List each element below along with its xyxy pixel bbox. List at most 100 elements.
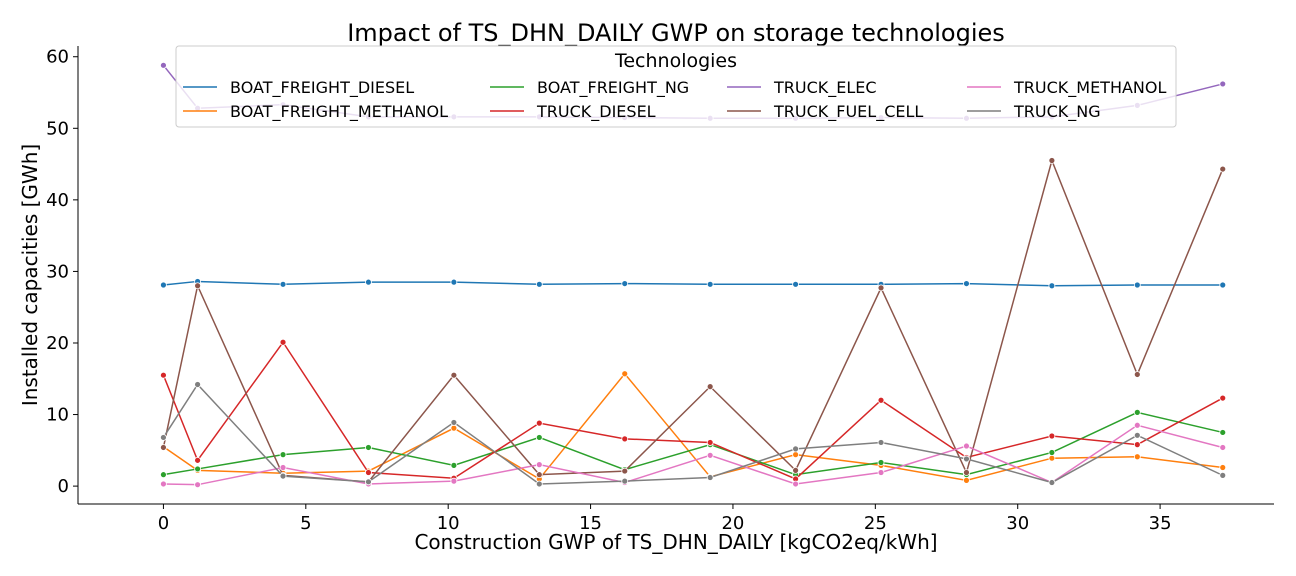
- series-truck-methanol: [160, 421, 1227, 489]
- data-point: [621, 435, 629, 443]
- data-point: [877, 396, 885, 404]
- data-point: [279, 464, 287, 471]
- data-point: [706, 439, 714, 446]
- data-point: [1048, 454, 1056, 462]
- data-point: [535, 419, 543, 427]
- legend-label: BOAT_FREIGHT_METHANOL: [230, 102, 448, 122]
- data-point: [1048, 479, 1056, 486]
- x-tick-label: 20: [721, 513, 744, 534]
- legend-label: TRUCK_METHANOL: [1013, 78, 1166, 98]
- data-point: [706, 474, 714, 481]
- data-point: [194, 456, 202, 464]
- data-point: [160, 434, 167, 441]
- data-point: [1219, 471, 1227, 479]
- legend-items: BOAT_FREIGHT_DIESEL BOAT_FREIGHT_METHANOL…: [183, 78, 1166, 122]
- data-point: [877, 439, 885, 446]
- data-point: [1219, 464, 1227, 471]
- y-tick-label: 30: [46, 261, 69, 282]
- data-point: [877, 284, 885, 292]
- data-point: [963, 280, 970, 287]
- y-tick-label: 10: [46, 405, 69, 426]
- data-point: [450, 278, 458, 286]
- legend-item: BOAT_FREIGHT_METHANOL: [183, 102, 448, 122]
- x-tick-label: 5: [300, 513, 311, 534]
- data-point: [963, 476, 970, 484]
- y-axis-label: Installed capacities [GWh]: [18, 144, 42, 406]
- y-tick-label: 60: [46, 47, 69, 68]
- data-point: [877, 459, 885, 466]
- data-point: [1048, 449, 1056, 456]
- data-point: [1048, 157, 1056, 164]
- series-line: [163, 372, 1223, 482]
- legend-label: TRUCK_DIESEL: [536, 102, 656, 122]
- x-ticks: 0 5 10 15 20 25 30 35: [158, 504, 1172, 534]
- chart-title: Impact of TS_DHN_DAILY GWP on storage te…: [347, 19, 1005, 47]
- data-point: [706, 383, 714, 391]
- data-point: [621, 280, 629, 287]
- y-tick-label: 20: [46, 333, 69, 354]
- data-point: [279, 451, 287, 459]
- series-line: [162, 340, 1224, 480]
- series-line: [163, 411, 1223, 476]
- axes-layer: [77, 46, 1274, 505]
- legend-item: TRUCK_NG: [967, 102, 1101, 122]
- legend-box: [175, 45, 1177, 128]
- data-point: [1048, 432, 1056, 440]
- data-point: [365, 444, 372, 451]
- data-point: [535, 461, 543, 469]
- data-point: [621, 370, 629, 378]
- data-point: [535, 480, 543, 488]
- legend-label: TRUCK_NG: [1013, 102, 1101, 122]
- y-tick-label: 0: [58, 476, 69, 497]
- data-point: [963, 442, 970, 450]
- data-point: [160, 444, 167, 451]
- data-point: [621, 477, 629, 485]
- data-point: [194, 481, 202, 489]
- legend-label: TRUCK_ELEC: [773, 78, 877, 98]
- data-point: [621, 467, 629, 475]
- data-point: [706, 451, 714, 459]
- data-point: [160, 61, 167, 69]
- data-point: [706, 280, 714, 288]
- x-tick-label: 0: [158, 513, 169, 534]
- legend-label: BOAT_FREIGHT_DIESEL: [230, 78, 414, 98]
- data-point: [1133, 408, 1141, 416]
- legend-label: BOAT_FREIGHT_NG: [537, 78, 689, 98]
- data-point: [1133, 453, 1141, 461]
- data-point: [450, 461, 458, 469]
- data-point: [535, 280, 543, 288]
- data-point: [160, 281, 167, 289]
- data-point: [963, 469, 970, 476]
- data-point: [450, 424, 458, 432]
- data-point: [1219, 444, 1227, 451]
- data-point: [1219, 394, 1227, 402]
- legend: Technologies BOAT_FREIGHT_DIESELBOAT_FRE…: [175, 45, 1177, 128]
- data-point: [792, 466, 799, 474]
- data-point: [1048, 282, 1056, 290]
- x-tick-label: 10: [437, 513, 460, 534]
- legend-item: TRUCK_ELEC: [727, 78, 877, 98]
- data-point: [194, 381, 202, 388]
- data-point: [877, 469, 885, 476]
- x-tick-label: 30: [1006, 513, 1029, 534]
- data-point: [1219, 165, 1227, 173]
- data-point: [194, 465, 202, 473]
- series-truck-fuel-cell: [160, 157, 1227, 486]
- legend-item: BOAT_FREIGHT_NG: [490, 78, 689, 98]
- data-point: [279, 338, 287, 346]
- y-tick-label: 40: [46, 190, 69, 211]
- data-point: [1133, 441, 1141, 449]
- x-tick-label: 35: [1149, 513, 1172, 534]
- series-boat-freight-ng: [160, 408, 1227, 479]
- data-point: [1133, 431, 1141, 439]
- data-point: [792, 280, 799, 288]
- data-point: [365, 278, 372, 286]
- data-point: [535, 471, 543, 479]
- data-point: [160, 471, 167, 479]
- legend-item: TRUCK_DIESEL: [490, 102, 656, 122]
- data-point: [1219, 281, 1227, 289]
- data-point: [1133, 371, 1141, 378]
- series-line: [162, 383, 1224, 485]
- data-point: [963, 455, 970, 463]
